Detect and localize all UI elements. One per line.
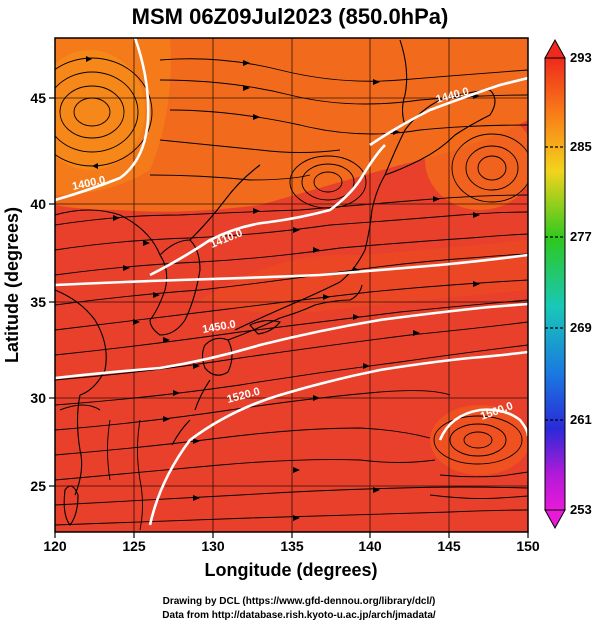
y-axis-title: Latitude (degrees) <box>2 207 22 363</box>
colorbar: 293 285 277 269 261 253 <box>544 38 592 530</box>
credit-drawing: Drawing by DCL (https://www.gfd-dennou.o… <box>163 596 436 607</box>
colorbar-tick-label: 277 <box>570 229 592 244</box>
plot-area <box>55 38 528 532</box>
contour-1520 <box>55 302 528 380</box>
colorbar-tick-label: 293 <box>570 50 592 65</box>
map-gridlines <box>55 38 528 532</box>
contour-1450 <box>55 253 528 287</box>
streamline-arrows <box>86 56 480 521</box>
x-tick-label: 145 <box>437 538 461 554</box>
contour-1560-closed <box>438 408 528 441</box>
colorbar-tick-label: 269 <box>570 320 592 335</box>
contour-1440 <box>369 76 528 147</box>
contour-label-1450: 1450.0 <box>201 318 236 336</box>
y-tick-label: 35 <box>30 294 46 310</box>
colorbar-bottom-arrow <box>544 509 566 530</box>
warm-band-central <box>200 240 528 314</box>
contour-1410 <box>149 144 386 277</box>
y-tick-label: 40 <box>30 196 46 212</box>
colorbar-tick-label: 261 <box>570 412 592 427</box>
warm-region-north <box>55 38 528 212</box>
x-tick-label: 125 <box>122 538 146 554</box>
contour-1400 <box>55 38 150 202</box>
colorbar-tick-label: 285 <box>570 139 592 154</box>
x-tick-label: 135 <box>280 538 304 554</box>
y-tick-label: 30 <box>30 390 46 406</box>
colorbar-gradient <box>544 57 566 511</box>
credit-data-source: Data from http://database.rish.kyoto-u.a… <box>162 610 436 621</box>
x-tick-label: 150 <box>516 538 540 554</box>
x-tick-label: 130 <box>201 538 225 554</box>
y-tick-label: 45 <box>30 90 46 106</box>
wind-streamlines <box>55 57 528 531</box>
contour-1560 <box>148 350 528 526</box>
warm-core-se <box>430 405 528 475</box>
warm-core-nw <box>55 50 145 170</box>
y-axis: 45 40 35 30 25 Latitude (degrees) <box>2 90 55 494</box>
height-contours <box>55 38 528 526</box>
y-tick-label: 25 <box>30 478 46 494</box>
colorbar-tick-label: 253 <box>570 502 592 517</box>
x-axis-title: Longitude (degrees) <box>204 560 377 580</box>
colorbar-top-arrow <box>544 38 566 59</box>
map-title: MSM 06Z09Jul2023 (850.0hPa) <box>132 4 449 29</box>
x-tick-label: 140 <box>358 538 382 554</box>
x-tick-label: 120 <box>43 538 67 554</box>
x-axis: 120 125 130 135 140 145 150 Longitude (d… <box>43 532 540 580</box>
